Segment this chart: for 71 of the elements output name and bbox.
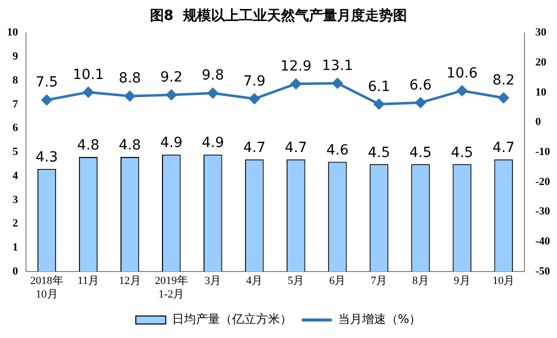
data-label: 10.6 [446,65,478,82]
x-tick-label: 10月 [492,275,515,288]
point [374,98,384,110]
data-label: 7.5 [36,74,58,91]
data-label: 9.8 [202,68,224,84]
y-tick-label: 10 [7,26,18,39]
y-tick-label: 0 [12,265,18,278]
y-tick-label: 6 [12,122,18,134]
data-label: 8.2 [492,72,515,89]
data-label: 4.8 [77,138,100,154]
y2-tick-label: 20 [535,56,547,68]
point [498,92,509,104]
point [290,78,302,90]
data-label: 13.1 [322,58,354,74]
data-label: 4.3 [36,150,58,166]
point [124,90,136,102]
y2-tick-label: -10 [535,146,550,158]
y2-tick-label: 0 [535,116,542,128]
data-label: 4.6 [326,142,349,158]
data-label: 4.5 [368,144,390,161]
data-label: 12.9 [280,58,312,74]
y-tick-label: 3 [12,194,18,206]
x-tick-label: 7月 [370,275,388,288]
y-tick-label: 1 [12,242,18,254]
data-label: 4.7 [284,140,308,156]
x-tick-label: 8月 [412,275,429,288]
point [42,94,52,106]
point [249,94,260,104]
y-tick-label: 2 [12,218,18,230]
data-label: 6.6 [409,77,432,94]
data-label: 4.5 [409,144,432,161]
y-tick-label: 9 [12,50,18,63]
y2-tick-label: -50 [535,265,550,278]
x-tick-label: 9月 [454,275,470,288]
point [332,78,343,88]
point [208,88,218,98]
y2-tick-label: -20 [535,176,550,188]
data-label: 4.7 [492,140,515,156]
y2-tick-label: -30 [535,206,550,218]
y-tick-label: 7 [12,98,18,110]
chart-title: 图8 规模以上工业天然气产量月度走势图 [150,7,408,24]
legend-label: 当月增速（%） [338,312,422,326]
y-tick-label: 5 [12,146,18,158]
y2-tick-label: -40 [535,236,550,248]
x-tick-label: 12月 [118,275,141,288]
y2-tick-label: 10 [535,86,547,98]
data-label: 4.9 [160,135,182,152]
point [456,85,468,96]
data-label: 4.7 [243,140,266,156]
x-tick-label: 11月 [77,275,100,288]
y-tick-label: 4 [12,170,18,182]
data-label: 6.1 [368,78,390,95]
y2-tick-label: 30 [535,26,547,39]
x-tick-label: 3月 [204,275,222,288]
y-tick-label: 8 [12,74,18,86]
data-label: 4.9 [202,135,224,152]
data-label: 10.1 [72,66,104,83]
x-tick-label: 4月 [246,275,263,288]
data-label: 7.9 [243,73,266,90]
legend-label: 日均产量（亿立方米） [172,312,292,326]
data-label: 8.8 [118,70,141,87]
point [166,90,177,100]
point [83,86,94,98]
x-tick-label: 5月 [288,275,304,288]
x-tick-label: 6月 [329,275,346,288]
data-label: 4.5 [450,144,474,161]
data-label: 4.8 [118,138,141,154]
data-label: 9.2 [160,70,182,86]
x-tick-label: 2018年 10月 [30,275,64,300]
point [415,97,426,108]
x-tick-label: 2019年 1-2月 [154,275,188,300]
